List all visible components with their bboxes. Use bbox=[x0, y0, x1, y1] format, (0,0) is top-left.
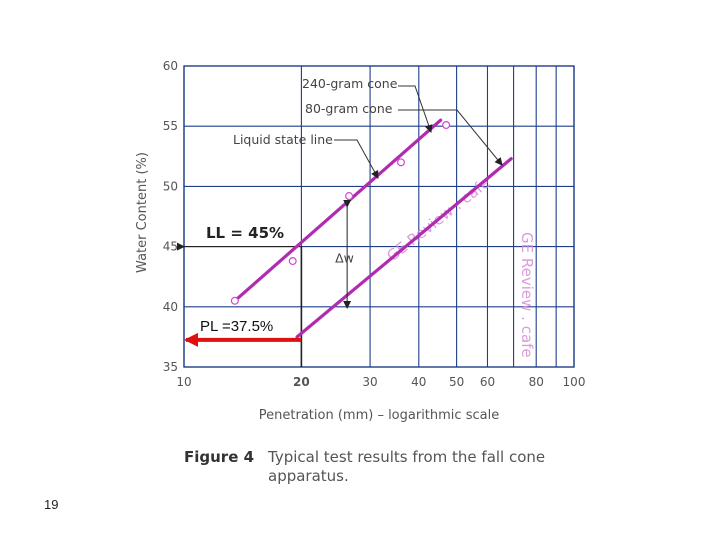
x-tick-label: 40 bbox=[411, 375, 426, 389]
liquid-state-pointer bbox=[334, 139, 379, 179]
series-layer bbox=[230, 118, 513, 339]
cone-240-pointer bbox=[398, 85, 433, 133]
y-tick-label: 55 bbox=[163, 119, 178, 133]
x-tick-label: 50 bbox=[449, 375, 464, 389]
y-tick-label: 35 bbox=[163, 360, 178, 374]
y-tick-label: 40 bbox=[163, 300, 178, 314]
data-point bbox=[288, 257, 297, 266]
x-tick-label: 60 bbox=[480, 375, 495, 389]
figure-caption-line: apparatus. bbox=[268, 467, 349, 485]
guide-lines bbox=[177, 242, 303, 367]
y-tick-label: 60 bbox=[163, 59, 178, 73]
ll-label-box bbox=[202, 221, 284, 243]
liquid-limit-label: LL = 45% bbox=[206, 224, 284, 242]
series-line-80g bbox=[295, 157, 513, 339]
plastic-limit-label: PL =37.5% bbox=[200, 318, 273, 335]
plot-frame bbox=[183, 65, 575, 368]
y-tick-label: 50 bbox=[163, 179, 178, 193]
y-tick-label: 45 bbox=[163, 240, 178, 254]
page-number: 19 bbox=[44, 497, 59, 512]
delta-w-label: Δw bbox=[335, 251, 354, 266]
figure-label: Figure 4 bbox=[184, 448, 254, 466]
x-tick-label: 100 bbox=[563, 375, 586, 389]
x-tick-label: 30 bbox=[362, 375, 377, 389]
x-tick-label: 80 bbox=[529, 375, 544, 389]
data-point bbox=[396, 158, 405, 167]
x-axis-title: Penetration (mm) – logarithmic scale bbox=[259, 408, 499, 423]
watermark-text: GE Review . cafe bbox=[518, 232, 536, 358]
x-tick-labels: 10 20 30 40 50 60 80 100 bbox=[176, 375, 585, 389]
cone-240-label: 240-gram cone bbox=[302, 76, 398, 91]
series-line-240g bbox=[233, 118, 443, 303]
x-tick-label: 20 bbox=[293, 375, 310, 389]
y-tick-labels: 35 40 45 50 55 60 bbox=[163, 59, 178, 374]
data-point bbox=[345, 192, 354, 201]
x-tick-label: 10 bbox=[176, 375, 191, 389]
cone-80-pointer bbox=[398, 109, 503, 166]
y-axis-title: Water Content (%) bbox=[135, 152, 150, 273]
data-point bbox=[230, 296, 239, 305]
data-point bbox=[442, 120, 451, 129]
liquid-state-label: Liquid state line bbox=[233, 132, 333, 147]
figure-caption-line: Typical test results from the fall cone bbox=[267, 448, 545, 466]
cone-80-label: 80-gram cone bbox=[305, 101, 393, 116]
